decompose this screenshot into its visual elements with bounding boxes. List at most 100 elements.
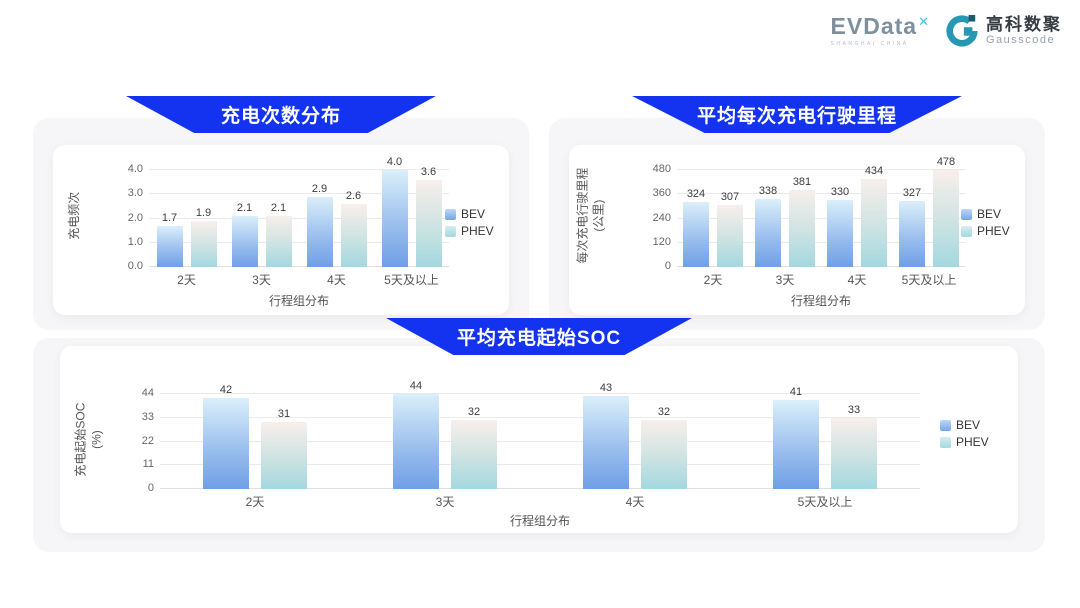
category-group-3天: 338 381: [749, 170, 821, 267]
x-tick-label: 2天: [177, 273, 196, 287]
bar-column: 32: [451, 394, 497, 489]
bar-column: 307: [717, 170, 743, 267]
category-group-4天: 2.9 2.6: [299, 170, 374, 267]
bar-value-label: 307: [720, 190, 740, 203]
bar-phev-2天: [261, 422, 307, 489]
x-tick-label: 4天: [847, 273, 867, 287]
evdata-logo-text: EVData: [830, 13, 918, 39]
bars-layer: 42 31 44 32 43 32 41 33: [160, 381, 920, 489]
bar-chart-charge-count: 充电频次 4.0 3.0 2.0 1.0 0.0 1.7 1.9 2.1 2.1 2.9 2.6 4.0…: [53, 145, 509, 315]
y-tick-label: 44: [141, 387, 154, 399]
header-logos: EVData ✕ SHANGHAI CHINA 高科数聚 Gausscode: [831, 14, 1062, 48]
legend-item-phev[interactable]: PHEV: [961, 224, 1019, 238]
bar-column: 338: [755, 170, 781, 267]
bar-value-label: 327: [902, 186, 922, 199]
x-axis-categories: 2天 3天 4天 5天及以上: [160, 493, 920, 510]
y-tick-label: 33: [141, 410, 154, 423]
bars-layer: 324 307 338 381 330 434 327 478: [677, 157, 965, 267]
bar-column: 2.6: [340, 170, 367, 267]
bar-value-label: 324: [686, 187, 706, 200]
bar-phev-3天: [789, 190, 815, 267]
bar-column: 3.6: [415, 165, 442, 267]
chart-card: 充电频次 4.0 3.0 2.0 1.0 0.0 1.7 1.9 2.1 2.1 2.9 2.6 4.0…: [53, 145, 509, 315]
bar-column: 1.9: [190, 170, 217, 267]
bar-value-label: 2.9: [311, 182, 328, 195]
bar-value-label: 338: [758, 184, 778, 197]
category-group-5天及以上: 41 33: [730, 387, 920, 489]
y-tick-label: 120: [652, 235, 671, 248]
bar-bev-2天: [156, 225, 183, 267]
category-group-4天: 43 32: [540, 383, 730, 489]
x-tick-label: 3天: [775, 273, 795, 287]
y-tick-label: 3.0: [127, 187, 143, 200]
bar-value-label: 41: [789, 386, 803, 399]
y-axis-title-text: 每次充电行驶里程 (公里): [575, 167, 606, 265]
legend-label: PHEV: [461, 224, 494, 238]
category-group-5天及以上: 4.0 3.6: [374, 157, 449, 267]
gridline: [149, 193, 449, 195]
bar-bev-3天: [755, 198, 781, 267]
bar-column: 33: [831, 394, 877, 489]
gridline: [149, 217, 449, 219]
plot-area: 4.0 3.0 2.0 1.0 0.0 1.7 1.9 2.1 2.1 2.9 2.6 4.0 3.6: [128, 157, 449, 272]
legend-label: PHEV: [956, 435, 989, 449]
chart-title-banner: 平均每次充电行驶里程: [632, 96, 962, 133]
bars-layer: 1.7 1.9 2.1 2.1 2.9 2.6 4.0 3.6: [149, 157, 449, 267]
y-axis-title: 每次充电行驶里程 (公里): [571, 157, 611, 275]
bar-phev-4天: [340, 203, 367, 267]
bar-value-label: 33: [847, 403, 861, 416]
legend-label: BEV: [977, 207, 1002, 221]
legend-item-bev[interactable]: BEV: [445, 207, 503, 221]
y-axis-title-text: 充电起始SOC (%): [73, 402, 104, 478]
legend-item-bev[interactable]: BEV: [940, 418, 1002, 432]
plot-area: 480 360 240 120 0 324 307 338 381 330 434 327 478: [653, 157, 965, 272]
chart-card: 每次充电行驶里程 (公里) 480 360 240 120 0 324 307 338 381 330…: [569, 145, 1025, 315]
bar-phev-5天及以上: [415, 179, 442, 267]
bar-value-label: 42: [219, 384, 233, 397]
x-tick-label: 2天: [703, 273, 723, 287]
y-tick-label: 0.0: [127, 260, 143, 272]
bar-chart-soc: 充电起始SOC (%) 44 33 22 11 0 42 31 44 32 43 32 41 33 2天 3天 4…: [60, 346, 1018, 533]
x-tick-label: 5天及以上: [901, 273, 957, 287]
y-tick-label: 0: [147, 482, 154, 494]
chart-title: 平均每次充电行驶里程: [696, 106, 897, 127]
gridline: [160, 488, 920, 489]
bar-value-label: 3.6: [420, 165, 437, 178]
legend-item-phev[interactable]: PHEV: [940, 435, 1002, 449]
bar-bev-3天: [231, 216, 258, 267]
gausscode-cn-text: 高科数聚: [986, 14, 1062, 34]
x-tick-label: 5天及以上: [384, 273, 439, 287]
bar-column: 381: [789, 170, 815, 267]
gridline: [677, 169, 965, 170]
chart-title: 平均充电起始SOC: [456, 328, 622, 349]
bar-value-label: 4.0: [386, 156, 403, 168]
legend-swatch-bev: [445, 208, 456, 220]
bar-column: 327: [899, 170, 925, 267]
bar-bev-4天: [583, 396, 629, 489]
bar-phev-3天: [265, 216, 292, 267]
bar-phev-4天: [641, 419, 687, 489]
y-tick-label: 480: [652, 163, 671, 175]
x-axis-title: 行程组分布: [268, 294, 329, 308]
legend-item-phev[interactable]: PHEV: [445, 224, 503, 238]
legend-swatch-phev: [961, 225, 972, 237]
bar-column: 2.9: [306, 170, 333, 267]
legend-swatch-bev: [961, 208, 972, 220]
legend-item-bev[interactable]: BEV: [961, 207, 1019, 221]
bar-bev-4天: [306, 196, 333, 267]
chart-legend: BEV PHEV: [445, 207, 503, 238]
bar-value-label: 2.1: [236, 202, 253, 215]
bar-phev-4天: [861, 179, 887, 267]
bar-column: 42: [203, 385, 249, 489]
bar-column: 2.1: [231, 170, 258, 267]
legend-swatch-bev: [940, 419, 951, 431]
chart-legend: BEV PHEV: [940, 418, 1002, 449]
bar-column: 4.0: [381, 157, 408, 267]
section-start-soc: 平均充电起始SOC 充电起始SOC (%) 44 33 22 11 0 42 31 44 32 43 3…: [33, 318, 1045, 552]
y-tick-label: 11: [142, 458, 154, 471]
gridline: [677, 266, 965, 267]
bar-column: 32: [641, 394, 687, 489]
bar-column: 2.1: [265, 170, 292, 267]
y-tick-label: 2.0: [127, 211, 143, 224]
